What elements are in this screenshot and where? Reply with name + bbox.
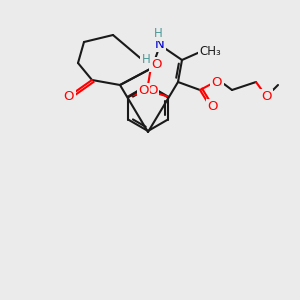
Text: CH₃: CH₃: [199, 45, 221, 58]
Text: H: H: [154, 27, 162, 40]
Text: O: O: [151, 58, 161, 71]
Text: O: O: [147, 85, 157, 98]
Text: N: N: [155, 38, 165, 51]
Text: O: O: [208, 100, 218, 113]
Text: O: O: [139, 85, 149, 98]
Text: O: O: [261, 90, 271, 103]
Text: H: H: [142, 53, 150, 66]
Text: O: O: [212, 76, 222, 89]
Text: O: O: [64, 90, 74, 103]
